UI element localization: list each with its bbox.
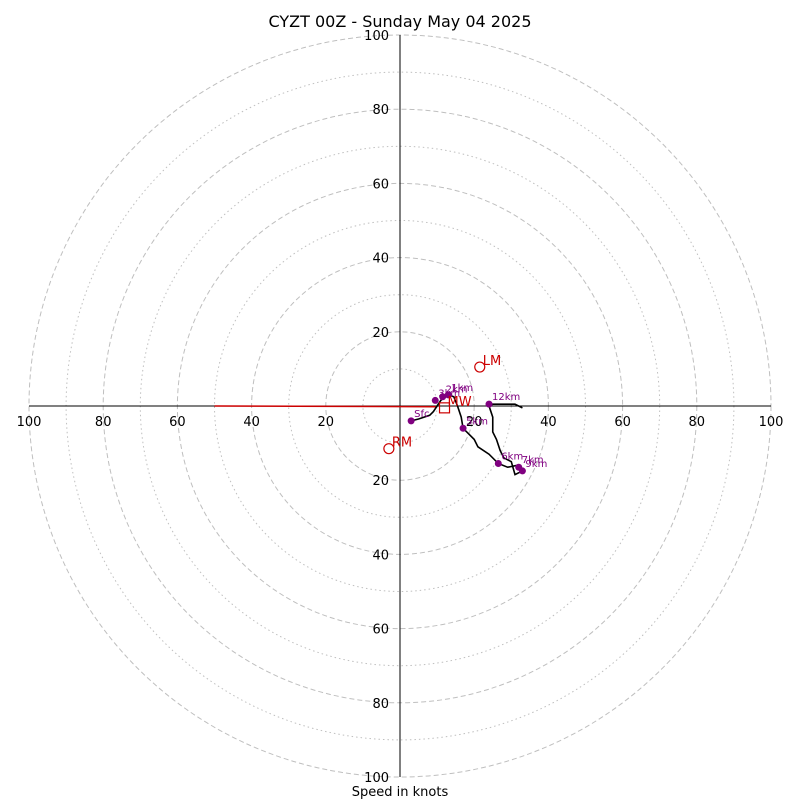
y-tick-label: 20 (372, 326, 389, 341)
x-tick-label: 60 (614, 415, 631, 430)
x-tick-label: 80 (95, 415, 112, 430)
height-point-label: 7km (522, 455, 544, 466)
y-tick-label: 60 (372, 623, 389, 638)
x-tick-label: 100 (17, 415, 42, 430)
height-point (459, 424, 467, 432)
x-tick-label: 40 (243, 415, 260, 430)
x-tick-label: 20 (466, 415, 483, 430)
storm-motion-label: RM (392, 436, 412, 451)
height-point-label: 9km (525, 459, 547, 470)
height-point (439, 393, 447, 401)
height-point-label: 2km (446, 385, 468, 396)
storm-motion-marker (383, 443, 395, 455)
shear-vector-line (214, 405, 438, 408)
height-point (485, 400, 493, 408)
shear-vector (214, 405, 438, 408)
tick-labels: 100 80 60 40 20 20 40 60 80 100 100 80 60 40 20 20 40 60 8… (17, 29, 784, 786)
y-tick-label: 80 (372, 103, 389, 118)
storm-motion-label: LM (483, 354, 501, 369)
storm-motion-marker (474, 361, 486, 373)
x-tick-label: 60 (169, 415, 186, 430)
y-tick-label: 20 (372, 474, 389, 489)
x-tick-label: 40 (540, 415, 557, 430)
y-tick-label: 40 (372, 252, 389, 267)
x-tick-label: 100 (759, 415, 784, 430)
height-point (431, 396, 439, 404)
y-tick-label: 100 (364, 29, 389, 44)
height-point (444, 391, 452, 399)
x-tick-label: 80 (689, 415, 706, 430)
height-point-label: 3km (438, 388, 460, 399)
storm-motion-markers: LM RM MW (383, 354, 501, 455)
x-tick-label: 20 (318, 415, 335, 430)
height-point-label: Sfc (414, 409, 429, 420)
chart-title: CYZT 00Z - Sunday May 04 2025 (268, 12, 531, 31)
height-point-label: 6km (501, 452, 523, 463)
y-tick-label: 100 (364, 771, 389, 786)
height-point (407, 417, 415, 425)
height-point-label: 12km (492, 392, 520, 403)
height-point (518, 467, 526, 475)
storm-motion-label: MW (448, 395, 472, 410)
height-point-label: 1km (451, 383, 473, 394)
height-point (494, 460, 502, 468)
x-axis-label: Speed in knots (352, 785, 449, 800)
y-tick-label: 40 (372, 548, 389, 563)
y-tick-label: 80 (372, 697, 389, 712)
y-tick-label: 60 (372, 177, 389, 192)
mean-wind-marker (438, 402, 451, 414)
height-point-label: 5km (466, 416, 488, 427)
